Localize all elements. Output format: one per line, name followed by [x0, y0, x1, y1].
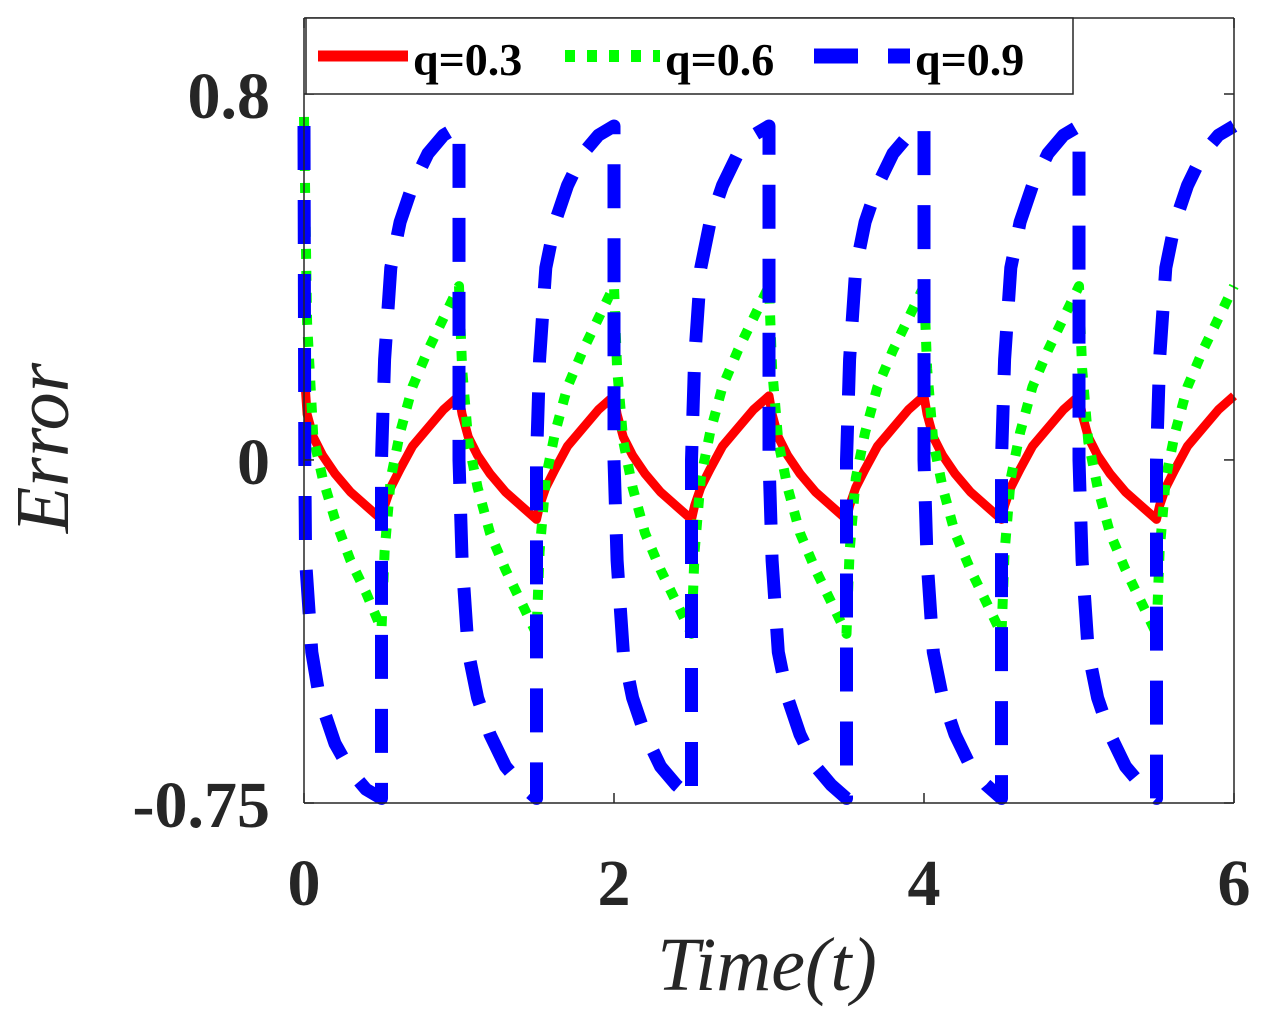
y-tick-label: 0 — [237, 426, 270, 499]
series-line-3 — [297, 119, 1238, 805]
series-line-2 — [299, 116, 1239, 639]
x-tick-label: 2 — [598, 847, 631, 920]
legend: q=0.3 q=0.6 q=0.9 — [305, 17, 1074, 95]
legend-label-1: q=0.3 — [413, 34, 522, 85]
legend-label-3: q=0.9 — [915, 34, 1024, 85]
legend-box — [305, 17, 1074, 95]
x-tick-label: 4 — [908, 847, 941, 920]
y-axis-title: Error — [1, 362, 85, 534]
x-tick-label: 0 — [288, 847, 321, 920]
x-tick-label: 6 — [1218, 847, 1251, 920]
x-axis-title: Time(t) — [657, 923, 877, 1007]
y-tick-label: 0.8 — [188, 60, 271, 133]
y-tick-label: -0.75 — [133, 769, 270, 842]
legend-label-2: q=0.6 — [665, 34, 774, 85]
plot-area — [297, 116, 1239, 805]
